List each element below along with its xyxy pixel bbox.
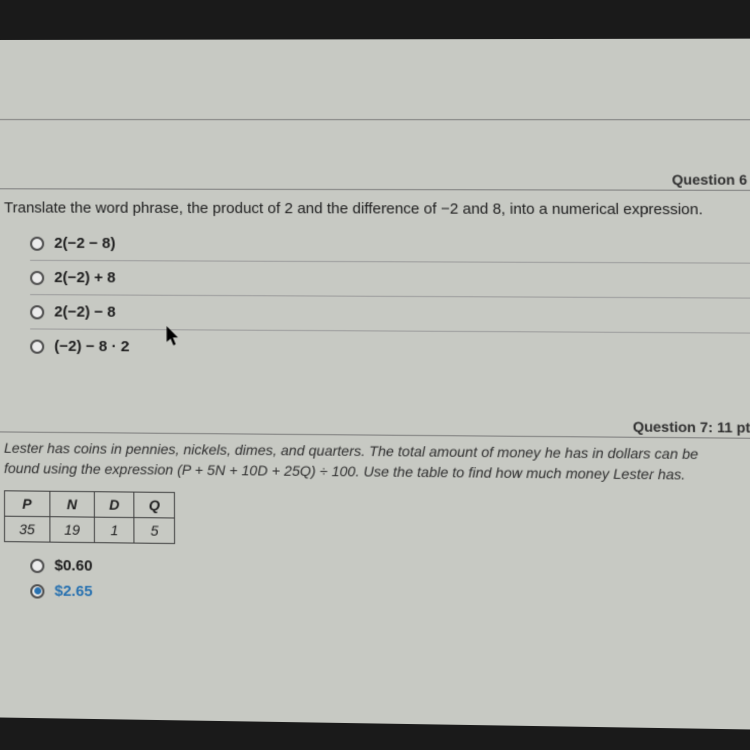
q1-option-2-label: 2(−2) − 8: [54, 303, 115, 321]
coin-table: P N D Q 35 19 1 5: [4, 490, 175, 544]
quiz-screen: Question 6 Translate the word phrase, th…: [0, 39, 750, 730]
table-data-row: 35 19 1 5: [5, 516, 175, 543]
col-Q: Q: [134, 492, 175, 518]
cell-Q: 5: [134, 518, 175, 544]
q1-option-1-label: 2(−2) + 8: [54, 269, 115, 286]
cell-P: 35: [5, 516, 50, 542]
q2-option-0-label: $0.60: [54, 557, 92, 575]
radio-icon[interactable]: [30, 270, 44, 284]
radio-icon[interactable]: [30, 558, 44, 572]
table-header-row: P N D Q: [5, 491, 175, 518]
q2-prompt-line2: found using the expression (P + 5N + 10D…: [4, 459, 685, 482]
q2-option-1-label: $2.65: [55, 583, 93, 601]
q1-option-1[interactable]: 2(−2) + 8: [30, 261, 750, 299]
cell-D: 1: [95, 517, 135, 543]
top-spacer: [0, 59, 750, 120]
q1-option-3-label: (−2) − 8 · 2: [54, 338, 129, 356]
q2-prompt: Lester has coins in pennies, nickels, di…: [0, 432, 750, 491]
radio-icon[interactable]: [30, 339, 44, 353]
q2-prompt-line1: Lester has coins in pennies, nickels, di…: [4, 440, 698, 463]
radio-icon[interactable]: [30, 305, 44, 319]
q1-header: Question 6: [0, 170, 750, 191]
q1-option-0[interactable]: 2(−2 − 8): [30, 227, 750, 264]
q1-header-label: Question 6: [672, 171, 747, 188]
col-N: N: [49, 491, 94, 517]
q1-options: 2(−2 − 8) 2(−2) + 8 2(−2) − 8 (−2) − 8 ·…: [0, 226, 750, 367]
q2-header-label: Question 7: 11 pt: [633, 418, 750, 435]
cell-N: 19: [49, 517, 94, 543]
radio-icon[interactable]: [30, 236, 44, 250]
radio-icon[interactable]: [30, 584, 44, 598]
col-D: D: [94, 492, 134, 518]
q1-prompt: Translate the word phrase, the product o…: [0, 189, 750, 229]
q1-option-0-label: 2(−2 − 8): [54, 235, 115, 252]
q1-option-2[interactable]: 2(−2) − 8: [30, 295, 750, 334]
col-P: P: [5, 491, 50, 517]
q1-option-3[interactable]: (−2) − 8 · 2: [30, 329, 750, 367]
q2-block: Question 7: 11 pt Lester has coins in pe…: [0, 413, 750, 613]
q2-options: $0.60 $2.65: [0, 552, 750, 613]
